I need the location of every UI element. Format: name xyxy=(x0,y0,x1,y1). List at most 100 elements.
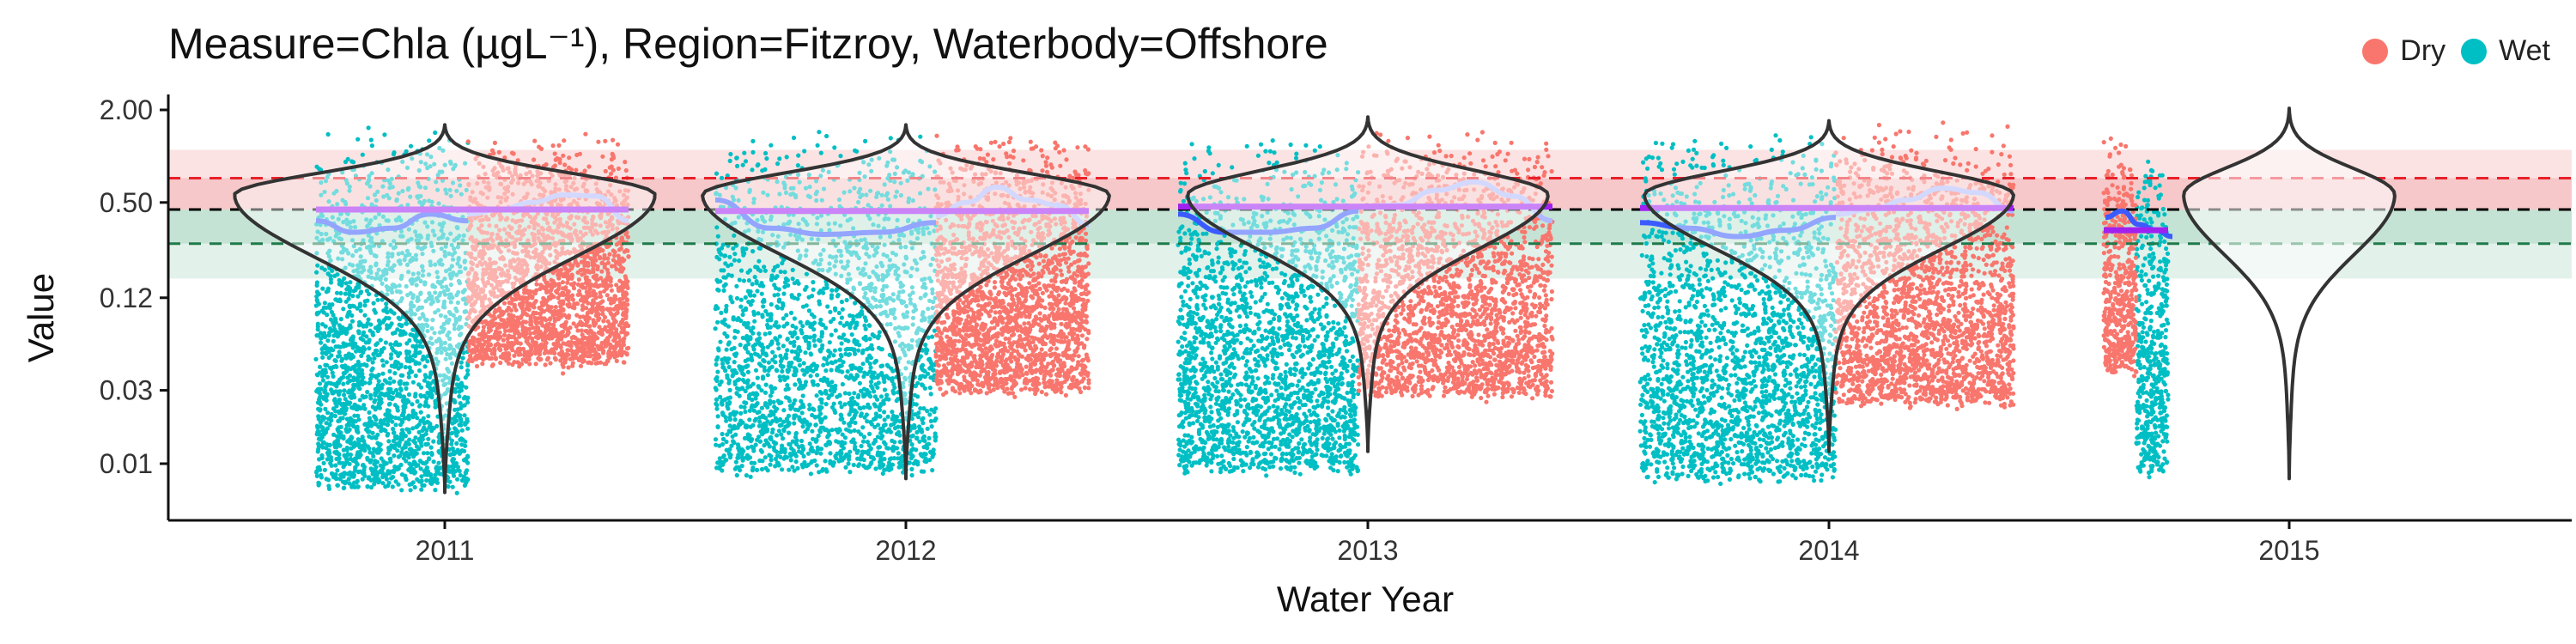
wet-points-2011-point xyxy=(454,490,459,495)
dry-points-2011-point xyxy=(592,263,597,268)
wet-points-2011-point xyxy=(413,229,418,234)
dry-points-2011-point xyxy=(492,140,498,145)
dry-points-2011-point xyxy=(552,355,558,361)
wet-points-2011-point xyxy=(355,344,360,349)
dry-points-2011-point xyxy=(576,277,582,283)
wet-points-2011-point xyxy=(374,374,379,379)
dry-points-2011-point xyxy=(491,322,496,327)
wet-points-2011-point xyxy=(407,337,412,343)
wet-points-2011-point xyxy=(343,343,348,349)
wet-points-2012-point xyxy=(763,150,769,156)
dry-points-2011-point xyxy=(604,361,609,367)
wet-points-2011-point xyxy=(390,475,396,480)
wet-points-2012-point xyxy=(734,295,740,301)
dry-points-2011-point xyxy=(570,363,575,368)
wet-points-2011-point xyxy=(412,353,418,359)
wet-points-2011-point xyxy=(422,393,427,398)
dry-points-2011-point xyxy=(591,270,596,275)
wet-points-2011-point xyxy=(457,394,462,399)
dry-points-2011-point xyxy=(501,343,507,348)
dry-points-2011-point xyxy=(497,343,502,348)
dry-points-2011-point xyxy=(552,283,557,289)
dry-points-2011-point xyxy=(583,317,588,322)
wet-points-2011-point xyxy=(399,472,404,477)
wet-points-2011-point xyxy=(350,405,355,410)
wet-points-2011-point xyxy=(411,438,416,444)
wet-points-2011-point xyxy=(422,355,428,361)
dry-points-2011-point xyxy=(506,351,512,356)
dry-points-2011-point xyxy=(620,267,625,272)
dry-points-2011-point xyxy=(602,278,608,283)
wet-points-2011-point xyxy=(418,440,423,446)
wet-points-2011-point xyxy=(338,416,343,421)
wet-points-2011-point xyxy=(459,442,465,447)
wet-points-2011-point xyxy=(442,253,447,258)
dry-points-2011-point xyxy=(488,343,494,348)
dry-points-2011-point xyxy=(498,355,503,360)
dry-points-2011-point xyxy=(528,314,533,319)
dry-points-2011-point xyxy=(553,305,558,310)
wet-points-2011-point xyxy=(323,362,328,368)
dry-points-2011-point xyxy=(533,361,538,367)
wet-points-2011-point xyxy=(344,447,349,453)
dry-points-2011-point xyxy=(550,347,555,352)
wet-points-2011-point xyxy=(365,484,370,489)
wet-points-2011-point xyxy=(362,299,368,304)
wet-points-2011-point xyxy=(368,380,373,386)
wet-points-2012-point xyxy=(768,462,773,467)
wet-points-2011-point xyxy=(354,285,359,290)
dry-points-2011-point xyxy=(523,330,529,335)
wet-points-2011-point xyxy=(464,476,470,481)
dry-points-2011-point xyxy=(624,352,629,357)
wet-points-2011-point xyxy=(346,428,351,434)
wet-points-2011-point xyxy=(374,342,379,348)
dry-points-2011-point xyxy=(615,142,621,147)
dry-points-2011-point xyxy=(623,294,628,299)
wet-points-2011-point xyxy=(408,488,413,493)
dry-points-2011-point xyxy=(483,351,489,356)
wet-points-2012-point xyxy=(792,316,798,321)
wet-points-2011-point xyxy=(365,320,370,326)
dry-points-2011-point xyxy=(526,307,532,313)
wet-points-2011-point xyxy=(406,441,411,447)
wet-points-2011-point xyxy=(407,461,412,466)
wet-points-2011-point xyxy=(404,427,410,432)
wet-points-2011-point xyxy=(367,337,372,343)
wet-points-2011-point xyxy=(341,374,346,380)
dry-points-2011-point xyxy=(596,139,601,144)
dry-points-2011-point xyxy=(552,308,557,314)
wet-points-2011-point xyxy=(346,477,351,482)
wet-points-2011-point xyxy=(419,434,424,439)
wet-points-2011-point xyxy=(398,386,404,392)
dry-points-2011-point xyxy=(611,300,617,305)
dry-points-2011-point xyxy=(486,335,491,340)
dry-points-2011-point xyxy=(598,294,604,299)
dry-points-2011-point xyxy=(491,151,496,156)
dry-points-2011-point xyxy=(612,250,617,255)
wet-points-2011-point xyxy=(349,313,355,319)
wet-points-2011-point xyxy=(342,392,347,398)
wet-points-2011-point xyxy=(347,461,352,466)
wet-points-2011-point xyxy=(350,335,355,340)
wet-points-2012-point xyxy=(781,343,787,349)
wet-points-2011-point xyxy=(404,341,410,346)
dry-points-2011-point xyxy=(501,325,507,330)
wet-points-2012-point xyxy=(714,442,719,447)
wet-points-2011-point xyxy=(367,434,372,439)
wet-points-2011-point xyxy=(314,432,319,437)
wet-points-2011-point xyxy=(455,377,461,382)
wet-points-2011-point xyxy=(421,451,427,456)
dry-points-2011-point xyxy=(608,283,614,289)
wet-points-2011-point xyxy=(400,398,405,404)
wet-points-2011-point xyxy=(371,447,376,452)
wet-points-2011-point xyxy=(320,425,325,430)
wet-points-2011-point xyxy=(404,358,410,363)
dry-points-2011-point xyxy=(547,336,552,341)
wet-points-2011-point xyxy=(453,450,458,456)
wet-points-2011-point xyxy=(359,353,364,358)
dry-points-2011-point xyxy=(621,310,626,316)
dry-points-2011-point xyxy=(615,353,620,358)
wet-points-2011-point xyxy=(447,453,453,458)
wet-points-2011-point xyxy=(433,401,438,406)
wet-points-2011-point xyxy=(383,340,388,345)
